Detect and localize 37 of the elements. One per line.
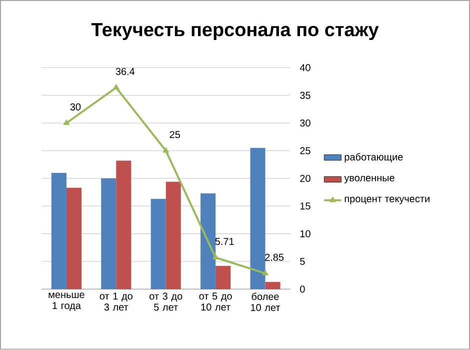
y2-tick-label: 15 — [300, 202, 310, 210]
legend-label: работающие — [344, 153, 403, 163]
chart-title: Текучесть персонала по стажу — [91, 23, 379, 40]
bar — [216, 266, 231, 290]
bar — [51, 172, 66, 290]
x-tick-label: от 5 до 10 лет — [199, 292, 232, 311]
bar — [265, 282, 280, 290]
x-tick-label: от 1 до 3 лет — [100, 292, 132, 311]
legend-label: уволенные — [344, 176, 394, 184]
data-label: 36.4 — [116, 68, 135, 76]
bar — [150, 198, 166, 290]
data-label: 2.85 — [265, 254, 284, 261]
bar — [166, 182, 181, 290]
bar — [200, 193, 216, 290]
point — [63, 119, 70, 126]
y2-tick-label: 25 — [300, 147, 310, 154]
bar — [250, 148, 266, 290]
legend-label: процент текучести — [344, 196, 430, 204]
bar — [116, 160, 132, 290]
bar — [101, 178, 116, 290]
data-label: 30 — [70, 104, 81, 111]
point — [162, 147, 170, 153]
x-tick-label: от 3 до 5 лет — [150, 292, 182, 311]
x-tick-label: более 10 лет — [251, 292, 280, 312]
point — [212, 254, 219, 260]
y2-tick-label: 5 — [300, 258, 305, 266]
y2-tick-label: 30 — [300, 120, 310, 127]
y2-tick-label: 35 — [300, 92, 310, 99]
y2-tick-label: 40 — [300, 64, 310, 72]
data-label: 25 — [170, 131, 180, 138]
y2-tick-label: 20 — [300, 174, 310, 182]
point — [262, 270, 269, 276]
y2-tick-label: 0 — [300, 286, 305, 293]
bar — [66, 188, 82, 290]
point — [112, 84, 120, 90]
y2-tick-label: 10 — [300, 230, 310, 238]
x-tick-label: меньше 1 года — [48, 292, 84, 312]
